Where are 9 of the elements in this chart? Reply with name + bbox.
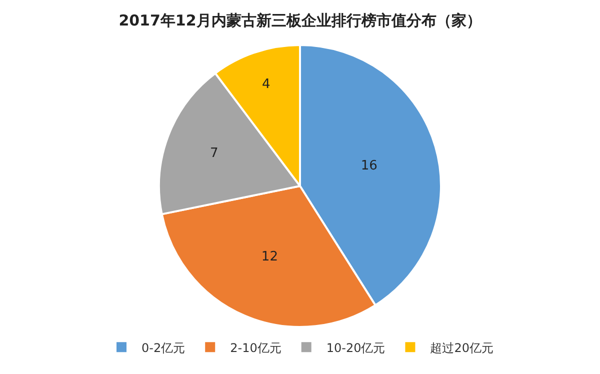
legend-label: 0-2亿元	[142, 340, 186, 355]
legend-label: 超过20亿元	[430, 340, 494, 355]
data-label: 16	[360, 158, 378, 174]
data-label: 7	[210, 146, 218, 161]
legend-label: 2-10亿元	[230, 340, 282, 355]
data-label: 12	[261, 250, 278, 265]
chart-title: 2017年12月内蒙古新三板企业排行榜市值分布（家）	[118, 11, 482, 30]
legend-label: 10-20亿元	[326, 340, 386, 355]
data-label: 4	[262, 76, 270, 92]
